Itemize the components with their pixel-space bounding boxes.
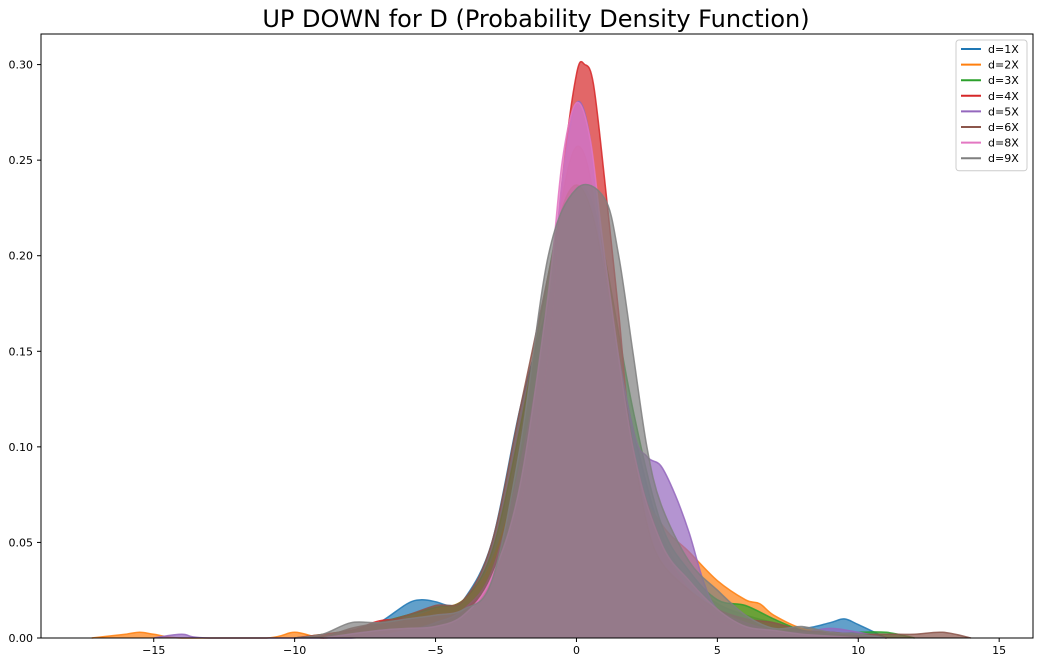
x-tick-label: −5 [427,644,443,657]
y-tick-label: 0.00 [9,632,34,645]
x-tick-label: 10 [851,644,865,657]
series-line-d=2X [91,145,859,639]
x-tick-label: −15 [142,644,165,657]
legend-label: d=4X [988,90,1019,103]
series-line-d=9X [294,183,887,639]
y-tick-label: 0.15 [9,345,34,358]
plot-frame [40,33,1034,639]
legend-box [955,39,1028,172]
x-tick-label: −10 [283,644,306,657]
series-area-d=9X [294,184,887,639]
series-layer [91,60,972,639]
y-tick-label: 0.30 [9,59,34,72]
y-tick-label: 0.05 [9,536,34,549]
x-axis: −15 −10 −5 0 5 10 15 [142,638,1006,657]
y-tick-label: 0.25 [9,154,34,167]
x-tick-label: 5 [714,644,721,657]
x-tick-label: 0 [573,644,580,657]
legend-label: d=3X [988,74,1019,87]
legend-label: d=1X [988,43,1019,56]
series-area-d=2X [91,146,859,638]
chart-title: UP DOWN for D (Probability Density Funct… [262,5,809,33]
y-tick-label: 0.20 [9,250,34,263]
x-tick-label: 15 [992,644,1006,657]
legend-label: d=6X [988,121,1019,134]
legend-label: d=2X [988,59,1019,72]
legend-label: d=5X [988,105,1019,118]
y-axis: 0.00 0.05 0.10 0.15 0.20 0.25 0.30 [9,59,41,645]
y-tick-label: 0.10 [9,441,34,454]
legend-label: d=9X [988,152,1019,165]
legend-label: d=8X [988,137,1019,150]
legend: d=1X d=2X d=3X d=4X d=5X d=6X d=8X d=9X [955,39,1028,172]
